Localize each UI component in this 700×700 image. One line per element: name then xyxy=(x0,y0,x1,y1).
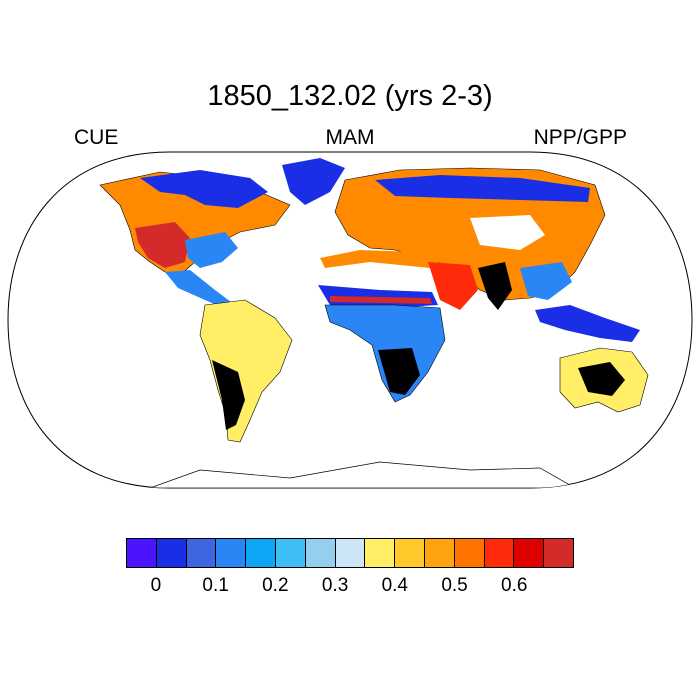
region-eastern-us xyxy=(185,232,238,268)
colorbar-swatch xyxy=(395,539,425,567)
variable-label: CUE xyxy=(74,126,119,149)
region-arabia xyxy=(428,262,478,310)
colorbar-swatch xyxy=(127,539,157,567)
region-siberia xyxy=(375,175,590,202)
colorbar-swatch xyxy=(156,539,187,567)
region-south-america-south xyxy=(212,360,245,430)
colorbar-swatch xyxy=(514,539,545,567)
colorbar-tick-label: 0.4 xyxy=(381,575,409,596)
colorbar-swatch xyxy=(186,539,217,567)
region-sahel-band xyxy=(330,296,432,304)
colorbar-swatch xyxy=(275,539,306,567)
region-australia-center xyxy=(578,362,625,396)
region-china-south xyxy=(520,262,572,300)
units-label: NPP/GPP xyxy=(533,126,627,149)
colorbar xyxy=(126,538,574,568)
region-africa-south xyxy=(378,348,420,395)
colorbar-swatch xyxy=(424,539,455,567)
colorbar-tick-label: 0.5 xyxy=(441,575,468,596)
region-canada-north xyxy=(140,170,268,208)
colorbar-swatch xyxy=(454,539,485,567)
colorbar-tick-label: 0 xyxy=(150,575,162,596)
region-india xyxy=(478,262,512,310)
season-label: MAM xyxy=(325,126,375,149)
region-western-us xyxy=(135,222,190,268)
colorbar-ticks: 0 0.1 0.2 0.3 0.4 0.5 0.6 xyxy=(0,575,700,599)
colorbar-tick-label: 0.1 xyxy=(202,575,229,596)
region-south-america xyxy=(199,299,293,443)
region-greenland xyxy=(282,158,345,205)
colorbar-swatch xyxy=(216,539,247,567)
colorbar-swatch xyxy=(365,539,396,567)
colorbar-tick-label: 0.2 xyxy=(262,575,289,596)
region-africa-north-rim xyxy=(320,250,440,268)
colorbar-tick-label: 0.6 xyxy=(501,575,528,596)
colorbar-swatch xyxy=(305,539,336,567)
region-central-america xyxy=(165,270,235,310)
colorbar-swatch xyxy=(335,539,366,567)
colorbar-tick-label: 0.3 xyxy=(321,575,349,596)
colorbar-swatch xyxy=(484,539,515,567)
map-title: 1850_132.02 (yrs 2-3) xyxy=(207,80,493,112)
region-southeast-asia xyxy=(535,305,640,342)
colorbar-swatch xyxy=(246,539,276,567)
region-central-asia-white xyxy=(470,215,545,250)
colorbar-swatch xyxy=(544,539,573,567)
